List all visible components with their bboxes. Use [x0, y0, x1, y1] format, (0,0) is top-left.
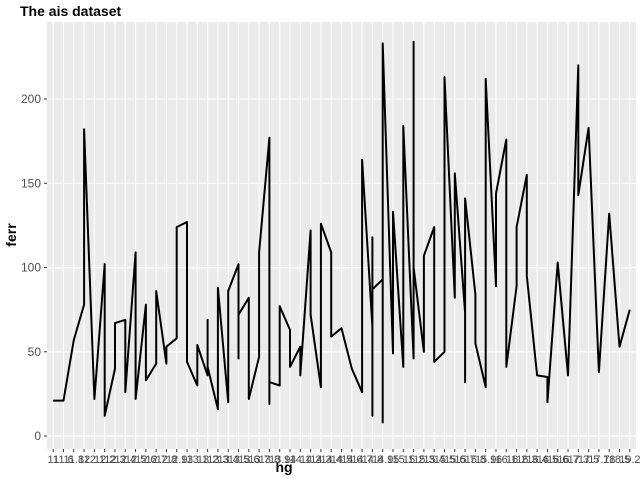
x-tick-label: 16.3 — [516, 454, 537, 466]
x-tick-label: 14.7 — [351, 454, 372, 466]
x-tick-label: 12.9 — [166, 454, 187, 466]
x-tick-label: 13.5 — [228, 454, 249, 466]
x-tick-label: 15.3 — [413, 454, 434, 466]
x-tick-label: 17.7 — [588, 454, 609, 466]
x-tick-label: 13.4 — [218, 454, 239, 466]
y-axis-label: ferr — [3, 223, 19, 247]
x-tick-label: 12 — [78, 454, 90, 466]
x-tick-label: 17.5 — [578, 454, 599, 466]
data-line — [53, 40, 631, 424]
x-tick-label: 18.5 — [609, 454, 630, 466]
x-tick-label: 16.7 — [557, 454, 578, 466]
x-tick-label: 12.7 — [145, 454, 166, 466]
x-tick-label: 17.3 — [568, 454, 589, 466]
x-tick-label: 13.3 — [207, 454, 228, 466]
x-tick-label: 15.9 — [475, 454, 496, 466]
x-tick-label: 12.8 — [156, 454, 177, 466]
x-tick-label: 15.4 — [423, 454, 444, 466]
x-axis-label: hg — [275, 459, 292, 475]
x-tick-label: 14.4 — [320, 454, 341, 466]
x-tick-label: 16.4 — [526, 454, 547, 466]
x-tick-label: 12.4 — [115, 454, 136, 466]
x-tick-label: 16.1 — [496, 454, 517, 466]
x-tick-label: 12.3 — [104, 454, 125, 466]
y-tick-label: 200 — [21, 92, 41, 106]
x-tick-label: 16.5 — [537, 454, 558, 466]
x-tick-label: 11.6 — [53, 454, 74, 466]
y-tick-label: 0 — [34, 429, 41, 443]
x-tick-label: 14.2 — [300, 454, 321, 466]
x-tick-label: 14.3 — [310, 454, 331, 466]
x-tick-label: 12.6 — [135, 454, 156, 466]
x-tick-label: 13 — [181, 454, 193, 466]
y-tick-label: 100 — [21, 261, 41, 275]
x-tick-label: 13.8 — [259, 454, 280, 466]
x-tick-label: 16 — [490, 454, 502, 466]
x-tick-label: 14.6 — [341, 454, 362, 466]
x-tick-label: 15.6 — [444, 454, 465, 466]
x-tick-label: 15.7 — [454, 454, 475, 466]
marks — [53, 40, 631, 424]
x-tick-label: 13.2 — [197, 454, 218, 466]
x-tick-label: 12.5 — [125, 454, 146, 466]
x-tick-label: 14.8 — [362, 454, 383, 466]
x-tick-label: 16.2 — [506, 454, 527, 466]
chart-title: The ais dataset — [20, 3, 121, 19]
x-tick-label: 12.2 — [94, 454, 115, 466]
x-tick-label: 12.1 — [84, 454, 105, 466]
x-tick-label: 16.6 — [547, 454, 568, 466]
x-tick-label: 19.2 — [619, 454, 640, 466]
x-tick-label: 11.8 — [63, 454, 84, 466]
x-tick-label: 13.1 — [187, 454, 208, 466]
x-tick-label: 13.6 — [238, 454, 259, 466]
x-tick-label: 14.5 — [331, 454, 352, 466]
x-tick-label: 15.2 — [403, 454, 424, 466]
x-tick-label: 15 — [387, 454, 399, 466]
x-tick-label: 13.7 — [248, 454, 269, 466]
x-tick-label: 15.5 — [434, 454, 455, 466]
x-tick-label: 15.8 — [465, 454, 486, 466]
x-tick-label: 15.1 — [393, 454, 414, 466]
y-tick-label: 50 — [28, 345, 42, 359]
x-tick-label: 14 — [284, 454, 296, 466]
x-tick-label: 18 — [603, 454, 615, 466]
x-tick-label: 11 — [47, 454, 58, 466]
x-tick-label: 13.9 — [269, 454, 290, 466]
x-tick-label: 14.1 — [290, 454, 311, 466]
x-tick-label: 14.9 — [372, 454, 393, 466]
y-tick-label: 150 — [21, 176, 41, 190]
